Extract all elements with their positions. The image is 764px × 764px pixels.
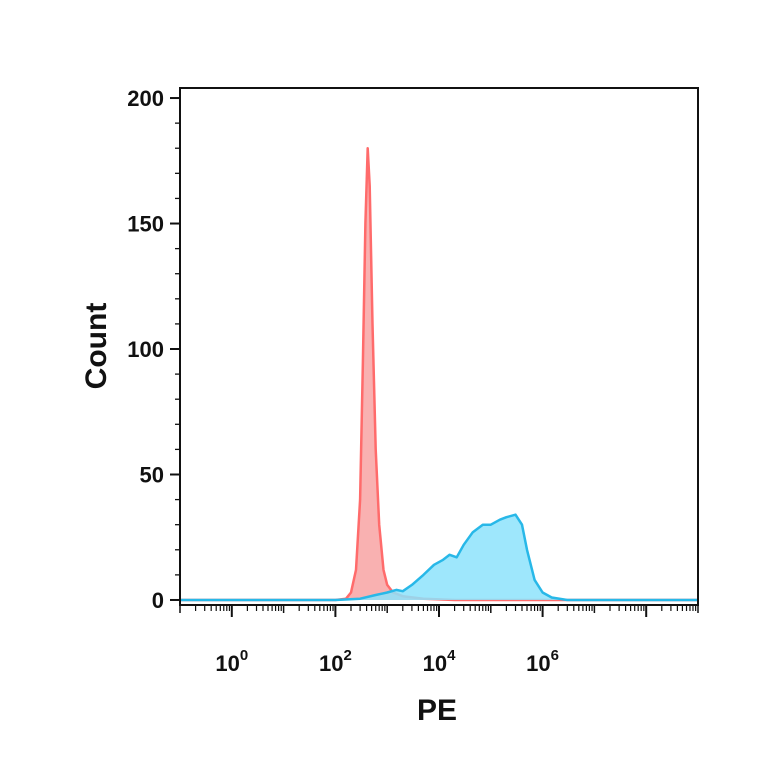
series-2-line [180,513,698,602]
x-tick-label: 106 [526,647,559,676]
series-2-area [180,514,698,600]
y-tick-label: 100 [127,337,164,362]
labels-layer: 0 50 100 150 200 100 102 104 106 [127,86,559,676]
y-tick-label: 50 [140,462,164,487]
series-1-line [180,146,698,602]
x-tick-label: 102 [319,647,352,676]
y-tick-label: 200 [127,86,164,111]
series-1-area [180,148,698,600]
x-tick-label: 100 [215,647,248,676]
y-axis-title: Count [80,303,113,390]
plot-frame [179,87,699,606]
ticks-layer [170,97,699,617]
y-tick-label: 150 [127,212,164,237]
x-axis-title: PE [417,694,457,727]
y-tick-label: 0 [152,588,164,613]
series-layer [180,146,698,602]
x-tick-label: 104 [423,647,456,676]
